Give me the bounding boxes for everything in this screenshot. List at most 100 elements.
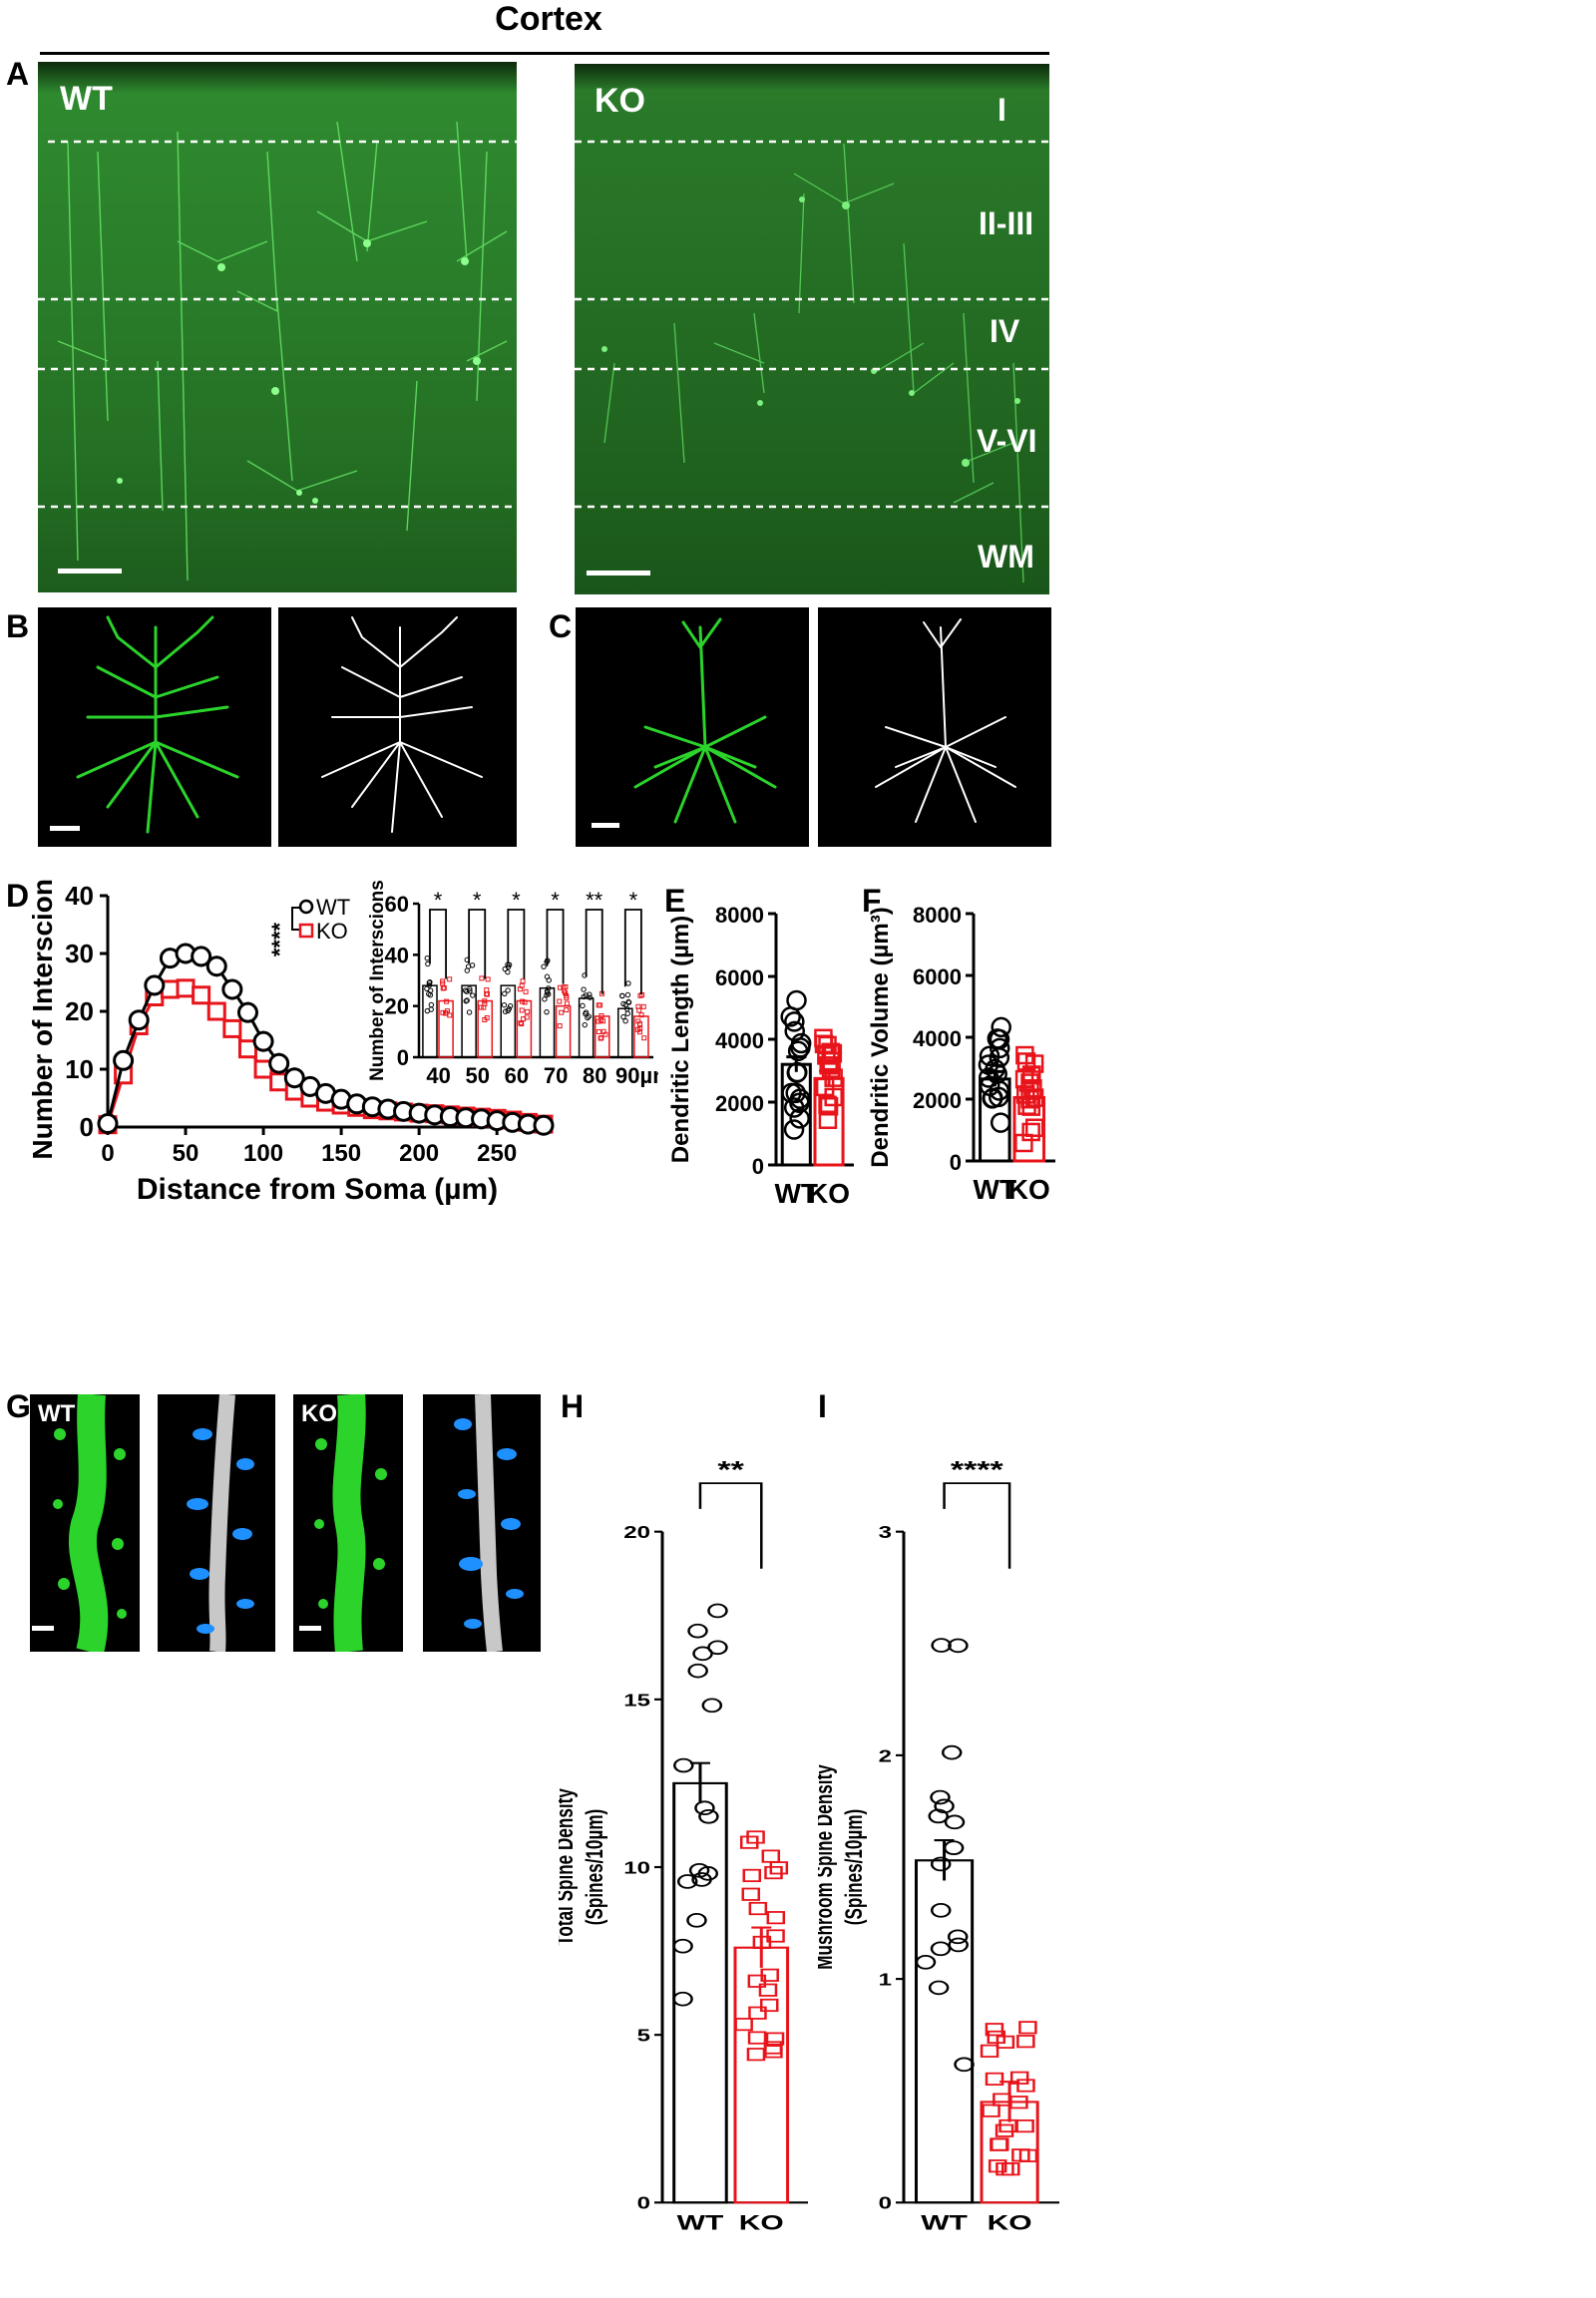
inset-wt-dot — [424, 985, 430, 991]
inset-ko-dot — [481, 1004, 487, 1010]
inset-ko-dot — [564, 1000, 570, 1006]
chart-e-ko-dot — [819, 1055, 838, 1075]
chart-i-wt-dot — [928, 1980, 950, 1996]
chart-i-ko-dot — [998, 2118, 1017, 2133]
dendritic-length-chart: 0 2000 4000 6000 8000 Dendritic Length (µm) WT… — [667, 903, 854, 1209]
inset-ko-dot — [557, 1023, 563, 1029]
ko-label: KO — [595, 82, 645, 120]
ko-spine-3d — [454, 1394, 524, 1652]
inset-wt-bar — [578, 997, 595, 1058]
inset-ko-dot — [520, 978, 526, 984]
inset-significance-label: * — [434, 888, 443, 913]
wt-neuron-white-tracing — [321, 616, 483, 833]
chart-e-y-tick-label: 2000 — [715, 1091, 764, 1116]
inset-wt-dot — [424, 956, 430, 961]
inset-wt-dot — [587, 994, 594, 1000]
chart-f-wt-dot — [989, 1037, 1010, 1059]
inset-wt-dot — [464, 967, 470, 973]
inset-wt-dot — [426, 990, 432, 997]
inset-wt-bar — [500, 984, 517, 1058]
inset-ko-dot — [519, 1007, 525, 1013]
chart-e-x-tick-label: KO — [808, 1178, 850, 1209]
layer-label-5: WM — [978, 539, 1034, 574]
chart-i-ko-dot — [993, 2093, 1011, 2106]
d-y-tick-label: 0 — [80, 1112, 94, 1142]
inset-x-tick-label: 40 — [426, 1063, 450, 1087]
d-wt-point — [144, 974, 166, 996]
inset-ko-dot — [564, 992, 570, 998]
chart-i-ko-dot — [987, 2030, 1006, 2045]
d-x-tick-label: 100 — [243, 1140, 283, 1167]
chart-i-wt-dot — [948, 1937, 969, 1953]
inset-wt-dot — [505, 968, 511, 975]
chart-i-wt-dot — [948, 1638, 969, 1654]
chart-i-wt-dot — [928, 1808, 949, 1824]
inset-x-tick-label: 50 — [466, 1063, 490, 1087]
chart-i-wt-dot — [930, 1903, 952, 1918]
chart-e-ko-dot — [817, 1046, 836, 1065]
inset-wt-dot — [582, 1021, 588, 1028]
chart-h-wt-dot — [686, 1913, 707, 1928]
panel-letter-f: F — [862, 883, 882, 919]
panel-letter-g: G — [6, 1388, 31, 1424]
chart-e-wt-dot — [784, 1011, 805, 1032]
chart-f-y-tick-label: 8000 — [913, 903, 962, 928]
chart-e-wt-dot — [785, 1082, 806, 1104]
chart-h-ko-dot — [761, 1849, 781, 1863]
chart-h-x-tick-label: WT — [677, 2210, 724, 2235]
wt-neuron-skeleton — [278, 607, 517, 847]
inset-wt-dot — [464, 997, 470, 1003]
chart-h-wt-dot — [676, 1874, 698, 1889]
inset-ko-bar — [594, 1015, 610, 1058]
inset-ko-dot — [440, 978, 446, 984]
inset-wt-dot — [624, 1010, 630, 1016]
chart-f-x-tick-label: KO — [1008, 1174, 1050, 1205]
chart-e-ko-dot — [815, 1077, 835, 1097]
chart-h-ko-dot — [769, 1861, 789, 1875]
ko-neuron-skeleton — [818, 607, 1051, 847]
chart-i-wt-dot — [934, 1798, 955, 1814]
ko-spine-reconstruction — [423, 1394, 541, 1652]
chart-h-y-tick-label: 20 — [623, 1523, 650, 1542]
chart-f-ko-dot — [1024, 1054, 1044, 1073]
chart-i-wt-dot — [930, 1789, 951, 1805]
chart-h-y-tick-label: 0 — [637, 2194, 650, 2213]
spine-ko-label: KO — [301, 1400, 337, 1427]
inset-wt-dot — [462, 987, 469, 993]
ko-cortex-micrograph: KO I II-III IV V-VI WM — [575, 64, 1049, 594]
inset-ko-dot — [518, 1020, 524, 1026]
chart-h-ko-dot — [747, 2031, 767, 2045]
inset-significance-bracket — [468, 909, 487, 979]
chart-h-wt-dot — [692, 1646, 713, 1662]
panel-letter-c: C — [549, 608, 573, 644]
chart-h-significance-bracket — [698, 1482, 763, 1569]
d-wt-point — [113, 1049, 135, 1071]
chart-h-wt-dot — [672, 1991, 693, 2007]
chart-e-x-tick-label: WT — [775, 1178, 819, 1209]
inset-wt-bar — [422, 984, 438, 1058]
chart-h-ko-dot — [764, 2045, 783, 2059]
dendritic-volume-chart: 0 2000 4000 6000 8000 Dendritic Volume (µm³) W… — [867, 903, 1055, 1205]
chart-i-ko-dot — [996, 2162, 1014, 2176]
chart-h-y-axis-label: Total Spine Density — [559, 1788, 579, 1946]
chart-i-wt-dot — [930, 1941, 952, 1957]
chart-f-wt-dot — [982, 1088, 1002, 1109]
wt-scale-bar — [58, 569, 122, 574]
inset-wt-dot — [505, 987, 511, 993]
inset-wt-dot — [501, 1001, 508, 1008]
d-ko-point — [237, 1039, 257, 1059]
chart-e-ko-dot — [819, 1097, 839, 1116]
chart-i-ko-dot — [1016, 2079, 1035, 2093]
total-spine-density-chart: 0 5 10 15 20 Total Spine Density (Spines/10µm)… — [559, 1456, 808, 2235]
inset-ko-dot — [482, 998, 488, 1004]
chart-i-wt-dot — [947, 1929, 969, 1945]
wt-spine-green — [53, 1394, 127, 1652]
chart-e-wt-bar — [780, 1062, 812, 1167]
chart-e-wt-dot — [780, 1006, 801, 1027]
inset-wt-dot — [580, 1002, 586, 1009]
figure-title: Cortex — [495, 0, 602, 38]
inset-wt-dot — [625, 980, 631, 986]
inset-y-tick-label: 40 — [385, 943, 409, 967]
chart-e-ko-dot — [814, 1028, 833, 1048]
chart-h-wt-dot — [698, 1808, 719, 1824]
